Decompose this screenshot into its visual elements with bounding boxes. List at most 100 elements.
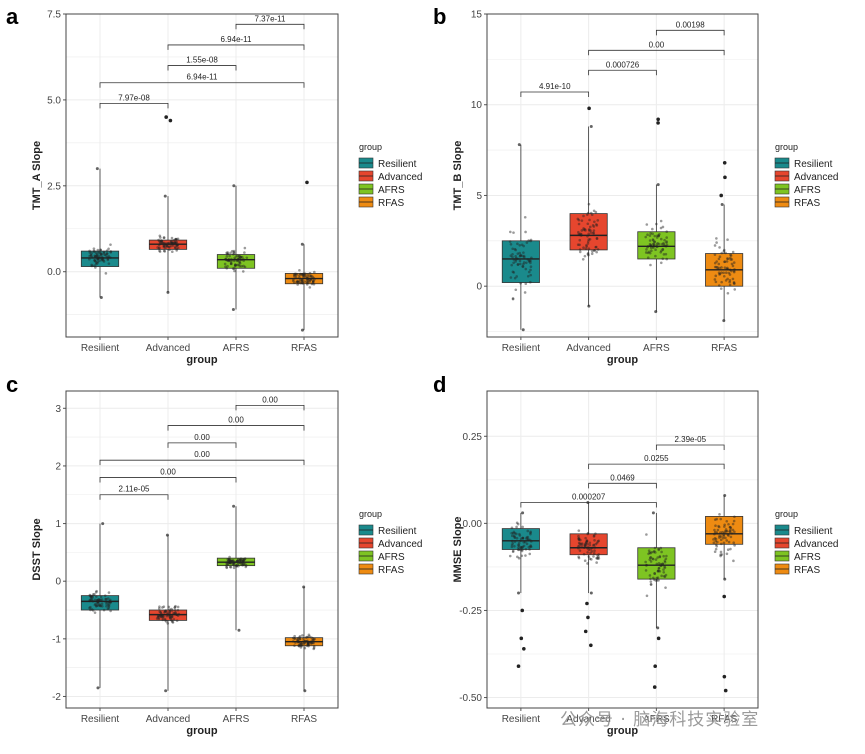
sample-point [162, 249, 166, 253]
sample-point [306, 273, 309, 277]
sample-point [309, 275, 313, 278]
sample-point [160, 613, 163, 617]
sample-point [174, 611, 177, 614]
y-tick-label: 2.5 [47, 181, 61, 192]
legend-entry-rfas: RFAS [378, 565, 404, 576]
sample-point [576, 217, 580, 221]
sample-point [718, 272, 722, 276]
sample-point [586, 234, 589, 238]
sample-point [170, 607, 173, 611]
sample-point [728, 525, 732, 529]
sample-point [526, 529, 530, 533]
legend-title: group [359, 142, 382, 152]
sample-point [306, 641, 310, 645]
sample-point [729, 256, 732, 260]
sample-point [91, 596, 94, 599]
sample-point [168, 612, 171, 615]
sample-point [241, 560, 244, 564]
sample-point [155, 617, 159, 620]
sample-point [578, 544, 581, 548]
sample-point [649, 263, 652, 267]
sample-point [662, 554, 665, 558]
sample-point [233, 258, 237, 261]
sample-point [583, 227, 587, 231]
y-tick-label: -0.50 [459, 693, 482, 704]
sample-point [234, 255, 238, 258]
sample-point [302, 272, 305, 276]
sample-point [176, 246, 180, 250]
sample-point [729, 253, 732, 257]
sample-point [519, 539, 522, 543]
sample-point [518, 259, 522, 263]
sample-point [588, 218, 591, 222]
sample-point [169, 616, 172, 620]
sample-point [726, 238, 729, 241]
x-tick-label: Resilient [502, 343, 541, 354]
sample-point [648, 239, 652, 242]
x-tick-label: AFRS [643, 343, 670, 354]
sample-point [657, 547, 660, 551]
sample-point [164, 246, 167, 250]
sample-point [295, 272, 298, 276]
sample-point [169, 618, 173, 622]
sample-point [107, 262, 111, 265]
sample-point [662, 243, 666, 246]
sample-point [522, 254, 526, 258]
sample-point [657, 242, 661, 246]
sample-point [730, 262, 734, 266]
sample-point [235, 564, 239, 568]
sample-point [90, 264, 94, 268]
sample-point [92, 247, 96, 250]
sample-point [232, 252, 235, 256]
sample-point [238, 257, 241, 260]
sample-point [517, 543, 520, 547]
sample-point [232, 504, 236, 508]
sample-point [240, 255, 244, 259]
sample-point [93, 259, 97, 263]
sample-point [300, 643, 304, 646]
sample-point [168, 614, 172, 618]
sample-point [157, 243, 161, 247]
sample-point [311, 639, 315, 643]
sample-point [171, 621, 175, 624]
sample-point [291, 636, 295, 640]
sample-point [732, 280, 736, 284]
sample-point [583, 544, 587, 548]
sample-point [652, 550, 655, 554]
sample-point [645, 594, 649, 598]
sample-point [594, 532, 597, 535]
sample-point [311, 637, 315, 640]
outlier-point [652, 685, 657, 689]
sample-point [647, 250, 651, 254]
sample-point [587, 304, 591, 308]
sample-point [584, 247, 588, 250]
x-tick-label: RFAS [711, 714, 737, 725]
sample-point [225, 251, 228, 255]
sample-point [584, 544, 587, 548]
sample-point [727, 534, 730, 537]
sample-point [512, 261, 515, 265]
sample-point [717, 525, 721, 529]
sample-point [654, 558, 658, 561]
legend-entry-resilient: Resilient [794, 159, 833, 170]
sample-point [107, 255, 111, 258]
sample-point [239, 255, 242, 259]
sample-point [592, 232, 595, 235]
sample-point [176, 614, 180, 617]
sample-point [724, 271, 728, 275]
sample-point [88, 598, 92, 602]
sample-point [592, 543, 596, 547]
sample-point [226, 258, 229, 262]
sample-point [649, 560, 653, 563]
sample-point [170, 250, 174, 254]
sample-point [160, 615, 163, 618]
sample-point [723, 525, 726, 528]
sample-point [587, 229, 591, 232]
sample-point [649, 556, 653, 559]
sample-point [595, 223, 598, 226]
sample-point [160, 239, 164, 243]
comparison-bracket [99, 477, 237, 483]
sample-point [91, 609, 95, 612]
sample-point [714, 280, 718, 284]
sample-point [236, 254, 239, 258]
